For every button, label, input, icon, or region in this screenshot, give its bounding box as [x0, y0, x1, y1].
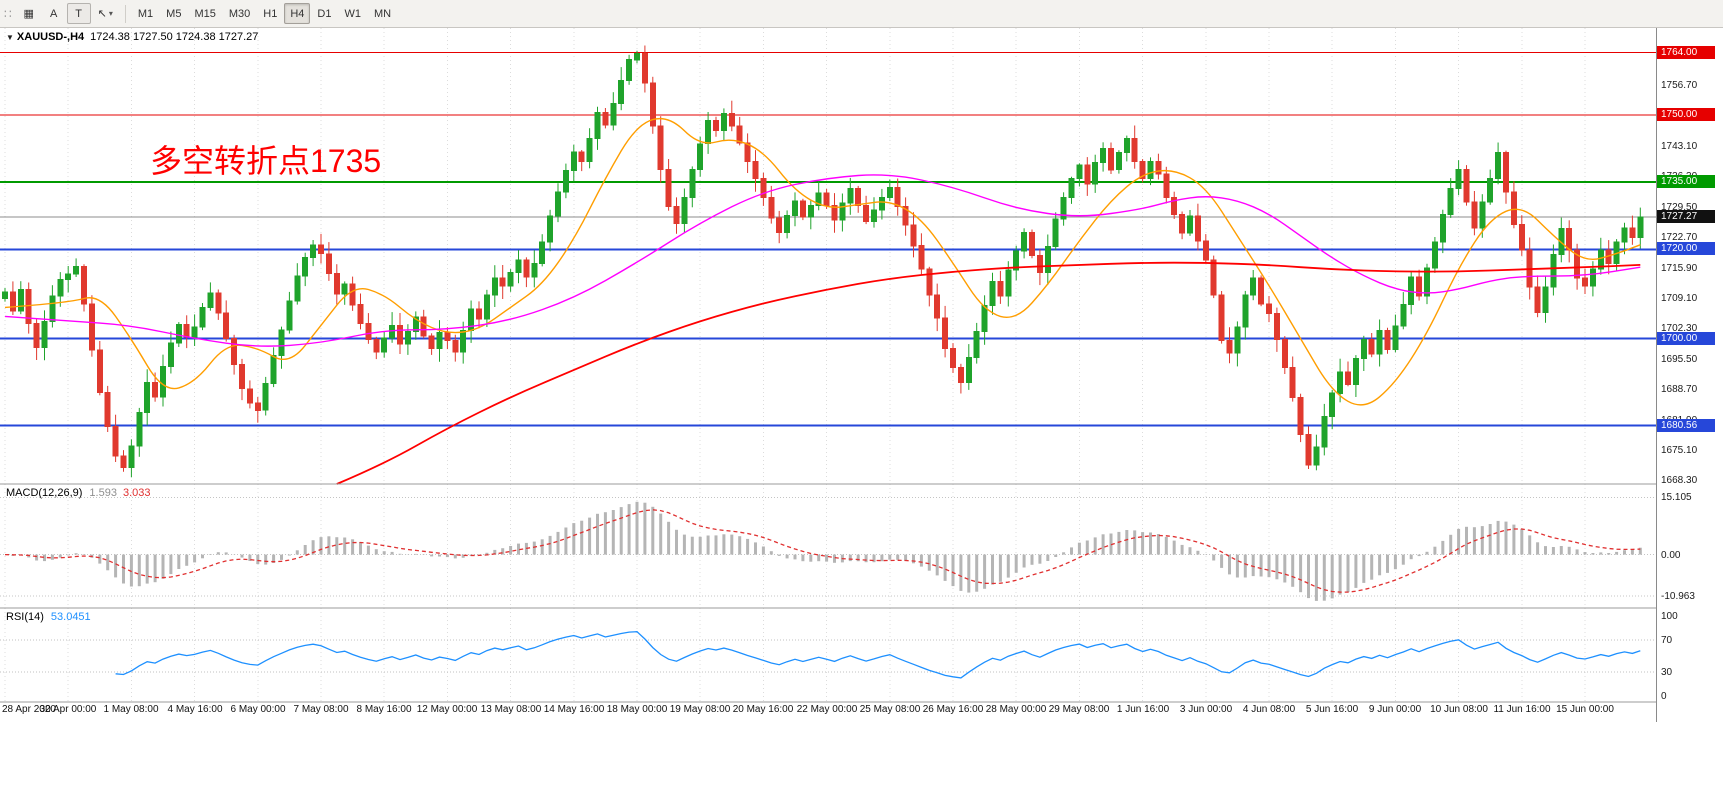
price-level-badge: 1764.00: [1657, 46, 1715, 59]
time-label: 30 Apr 00:00: [39, 704, 97, 715]
collapse-triangle-icon[interactable]: ▼: [6, 33, 14, 42]
timeframe-h4-button[interactable]: H4: [284, 3, 311, 24]
rsi-tick: 30: [1661, 667, 1673, 678]
moving-averages-layer: [4, 117, 1641, 485]
time-label: 18 May 00:00: [606, 704, 668, 715]
price-axis[interactable]: 1763.501756.701749.901743.101736.301729.…: [1656, 28, 1723, 722]
macd-indicator-name: MACD(12,26,9): [6, 487, 83, 499]
price-tick: 1709.10: [1661, 293, 1698, 304]
timeframe-m5-button[interactable]: M5: [160, 3, 187, 24]
price-level-badge: 1680.56: [1657, 419, 1715, 432]
main-chart-plot[interactable]: ▼ XAUUSD-,H4 1724.38 1727.50 1724.38 1727.…: [0, 28, 1656, 722]
time-label: 7 May 08:00: [293, 704, 349, 715]
price-tick: 1756.70: [1661, 80, 1698, 91]
time-axis[interactable]: 28 Apr 2020 30 Apr 00:00 1 May 08:00 4 May …: [0, 704, 1656, 720]
arrow-tool-button[interactable]: A: [42, 3, 66, 24]
toolbar-grip-icon[interactable]: ∷: [4, 6, 12, 21]
time-label: 13 May 08:00: [480, 704, 542, 715]
time-label: 5 Jun 16:00: [1305, 704, 1359, 715]
grid-layer: [4, 28, 1586, 702]
time-label: 8 May 16:00: [356, 704, 412, 715]
timeframe-m1-button[interactable]: M1: [132, 3, 159, 24]
time-label: 4 May 16:00: [167, 704, 223, 715]
chevron-down-icon: ▾: [108, 9, 113, 18]
time-label: 14 May 16:00: [543, 704, 605, 715]
macd-label: MACD(12,26,9) 1.593 3.033: [6, 487, 150, 499]
time-label: 11 Jun 16:00: [1493, 704, 1551, 715]
time-label: 29 May 08:00: [1048, 704, 1110, 715]
price-tick: 1743.10: [1661, 141, 1698, 152]
time-label: 1 Jun 16:00: [1116, 704, 1170, 715]
time-label: 22 May 00:00: [796, 704, 858, 715]
chart-annotation-text: 多空转折点1735: [150, 143, 382, 179]
timeframe-group: M1 M5 M15 M30 H1 H4 D1 W1 MN: [132, 3, 397, 24]
time-label: 3 Jun 00:00: [1179, 704, 1233, 715]
text-tool-button[interactable]: T: [66, 3, 91, 24]
time-label: 12 May 00:00: [416, 704, 478, 715]
timeframe-d1-button[interactable]: D1: [311, 3, 337, 24]
price-tick: 1715.90: [1661, 263, 1698, 274]
macd-layer: [4, 501, 1642, 601]
price-level-badge: 1735.00: [1657, 175, 1715, 188]
macd-tick: 15.105: [1661, 492, 1692, 503]
timeframe-m30-button[interactable]: M30: [223, 3, 256, 24]
rsi-tick: 70: [1661, 635, 1673, 646]
price-tick: 1695.50: [1661, 354, 1698, 365]
price-tick: 1729.50: [1661, 202, 1698, 213]
macd-tick: 0.00: [1661, 550, 1681, 561]
rsi-label: RSI(14) 53.0451: [6, 611, 91, 623]
price-level-badge: 1700.00: [1657, 332, 1715, 345]
timeframe-m15-button[interactable]: M15: [188, 3, 221, 24]
time-label: 25 May 08:00: [859, 704, 921, 715]
rsi-layer: [115, 631, 1641, 679]
time-label: 28 May 00:00: [985, 704, 1047, 715]
ma-mid: [4, 174, 1641, 347]
price-tick: 1675.10: [1661, 445, 1698, 456]
time-label: 6 May 00:00: [230, 704, 286, 715]
rsi-tick: 100: [1661, 611, 1678, 622]
macd-main-value: 1.593: [89, 487, 117, 499]
cursor-icon: ↖: [97, 8, 107, 20]
timeframe-h1-button[interactable]: H1: [257, 3, 283, 24]
indicator-levels-layer: [0, 496, 1656, 673]
price-tick: 1702.30: [1661, 323, 1698, 334]
price-level-badge: 1750.00: [1657, 108, 1715, 121]
time-label: 28 Apr 2020: [2, 704, 56, 715]
time-label: 4 Jun 08:00: [1242, 704, 1296, 715]
rsi-tick: 0: [1661, 691, 1667, 702]
time-label: 20 May 16:00: [732, 704, 794, 715]
toolbar: ∷ ▦ A T ↖ ▾ M1 M5 M15 M30 H1 H4 D1 W1 MN: [0, 0, 1723, 28]
candles-layer: [2, 45, 1644, 478]
time-label: 26 May 16:00: [922, 704, 984, 715]
macd-signal-value: 3.033: [122, 487, 151, 499]
time-label: 15 Jun 00:00: [1556, 704, 1614, 715]
chart-windows-button[interactable]: ▦: [17, 3, 41, 24]
current-price-badge: 1727.27: [1657, 210, 1715, 223]
frame-layer: [0, 483, 1656, 703]
time-label: 10 Jun 08:00: [1430, 704, 1488, 715]
chart-canvas[interactable]: [0, 28, 1656, 722]
time-label: 1 May 08:00: [103, 704, 159, 715]
chart-ohlc-values: 1724.38 1727.50 1724.38 1727.27: [90, 31, 259, 43]
ma-slow: [336, 261, 1641, 485]
hlines-layer: [0, 52, 1656, 427]
time-label: 19 May 08:00: [669, 704, 731, 715]
price-level-badge: 1720.00: [1657, 242, 1715, 255]
cursor-tool-button[interactable]: ↖ ▾: [92, 3, 119, 24]
chart-windows-icon: ▦: [23, 8, 34, 20]
time-label: 9 Jun 00:00: [1368, 704, 1422, 715]
chart-symbol-period: XAUUSD-,H4: [16, 31, 85, 43]
rsi-indicator-name: RSI(14): [6, 611, 44, 623]
timeframe-mn-button[interactable]: MN: [368, 3, 397, 24]
rsi-value: 53.0451: [50, 611, 91, 623]
ma-fast: [4, 117, 1641, 406]
chart-title: ▼ XAUUSD-,H4 1724.38 1727.50 1724.38 1727.…: [6, 31, 258, 43]
price-tick: 1668.30: [1661, 475, 1698, 486]
macd-tick: -10.963: [1661, 591, 1695, 602]
price-tick: 1688.70: [1661, 384, 1698, 395]
timeframe-w1-button[interactable]: W1: [338, 3, 367, 24]
toolbar-separator: [124, 4, 126, 23]
price-tick: 1722.70: [1661, 232, 1698, 243]
